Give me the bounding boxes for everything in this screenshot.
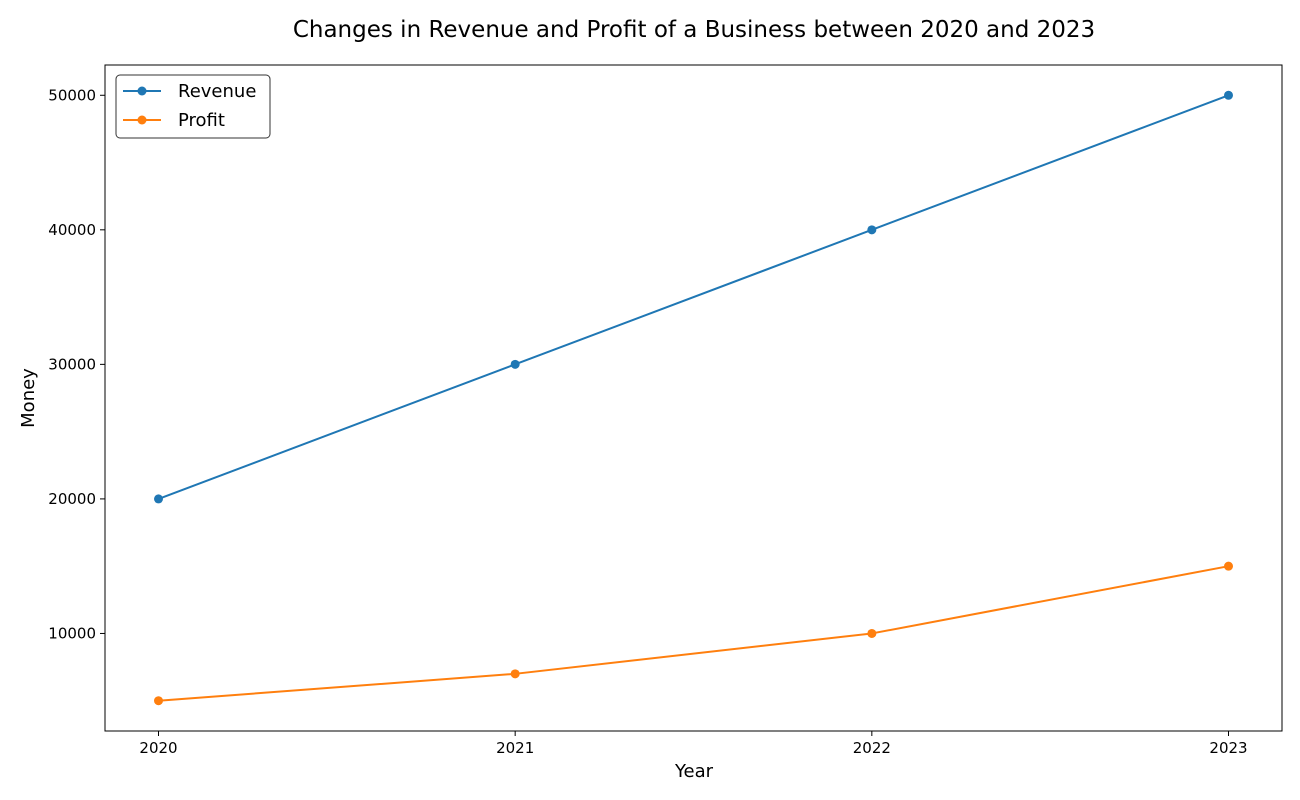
y-tick-label: 30000 <box>48 355 96 373</box>
legend-swatch-marker <box>137 86 147 96</box>
y-axis-label: Money <box>18 368 39 428</box>
chart-title: Changes in Revenue and Profit of a Busin… <box>293 17 1095 43</box>
x-tick-label: 2023 <box>1209 739 1247 757</box>
legend-item-profit: Profit <box>123 110 225 131</box>
data-point-profit <box>867 628 877 638</box>
y-tick-label: 10000 <box>48 624 96 642</box>
data-point-revenue <box>154 494 163 504</box>
data-point-revenue <box>1224 90 1233 100</box>
legend: Revenue Profit <box>115 74 271 139</box>
data-point-profit <box>1224 561 1233 571</box>
x-tick-label: 2022 <box>853 739 891 757</box>
legend-item-revenue: Revenue <box>123 81 256 102</box>
data-point-revenue <box>867 225 877 235</box>
series-line-profit <box>157 565 1230 702</box>
data-point-profit <box>510 669 520 679</box>
series-line-revenue <box>157 94 1230 500</box>
y-tick-label: 20000 <box>48 490 96 508</box>
data-point-revenue <box>510 359 520 369</box>
data-point-profit <box>154 696 163 706</box>
x-tick-label: 2020 <box>139 739 177 757</box>
y-tick-label: 50000 <box>48 86 96 104</box>
series-profit <box>154 561 1233 706</box>
legend-label: Profit <box>178 110 225 131</box>
legend-label: Revenue <box>178 81 256 102</box>
plot-area-frame <box>104 64 1283 732</box>
x-axis-label: Year <box>674 761 714 782</box>
series-layer <box>154 90 1233 706</box>
legend-swatch-marker <box>137 115 147 125</box>
legend-items: Revenue Profit <box>123 81 256 131</box>
y-tick-label: 40000 <box>48 221 96 239</box>
x-tick-label: 2021 <box>496 739 534 757</box>
y-axis-ticks: 10000 20000 30000 40000 50000 <box>48 86 105 642</box>
series-revenue <box>154 90 1233 504</box>
x-axis-ticks: 2020 2021 2022 2023 <box>139 731 1248 757</box>
